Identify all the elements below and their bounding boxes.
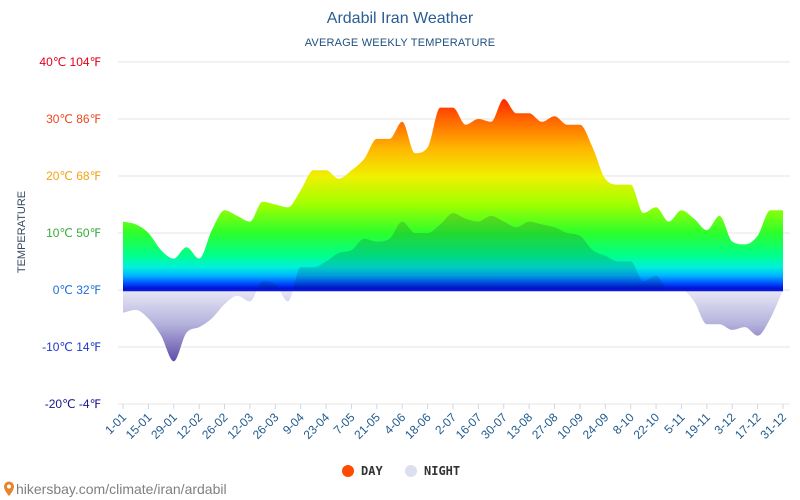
y-tick-label: 10℃ 50℉: [46, 226, 101, 240]
y-tick-label: 0℃ 32℉: [53, 283, 101, 297]
night-temperature-area-below-zero: [123, 290, 783, 362]
y-axis-tick-labels: 40℃ 104℉ 30℃ 86℉ 20℃ 68℉ 10℃ 50℉ 0℃ 32℉ -10℃ …: [39, 55, 101, 411]
x-axis-ticks: 1-0115-0129-0112-0226-0212-0326-039-0423…: [102, 404, 789, 442]
legend-label-day: DAY: [361, 464, 383, 478]
y-tick-label: -10℃ 14℉: [42, 340, 101, 354]
legend-label-night: NIGHT: [424, 464, 460, 478]
map-pin-icon-shape: [4, 481, 14, 496]
y-tick-label: 30℃ 86℉: [46, 112, 101, 126]
plot-area: [123, 99, 783, 362]
legend-item-day[interactable]: DAY: [342, 464, 383, 478]
legend: DAY NIGHT: [342, 464, 460, 478]
day-temperature-area: [123, 99, 783, 290]
night-temperature-area-above-zero: [123, 213, 783, 290]
y-tick-label: 40℃ 104℉: [39, 55, 101, 69]
chart-title: Ardabil Iran Weather: [327, 10, 474, 27]
y-tick-label: 20℃ 68℉: [46, 169, 101, 183]
source-footer: hikersbay.com/climate/iran/ardabil: [4, 481, 227, 497]
chart-subtitle: AVERAGE WEEKLY TEMPERATURE: [305, 37, 496, 49]
y-axis-label: TEMPERATURE: [16, 191, 28, 273]
map-pin-icon-hole: [7, 484, 11, 489]
source-url: hikersbay.com/climate/iran/ardabil: [16, 481, 227, 497]
map-pin-icon: [4, 481, 14, 496]
y-tick-label: -20℃ -4℉: [45, 397, 101, 411]
legend-marker-night: [405, 465, 417, 477]
legend-item-night[interactable]: NIGHT: [405, 464, 460, 478]
legend-marker-day: [342, 465, 354, 477]
